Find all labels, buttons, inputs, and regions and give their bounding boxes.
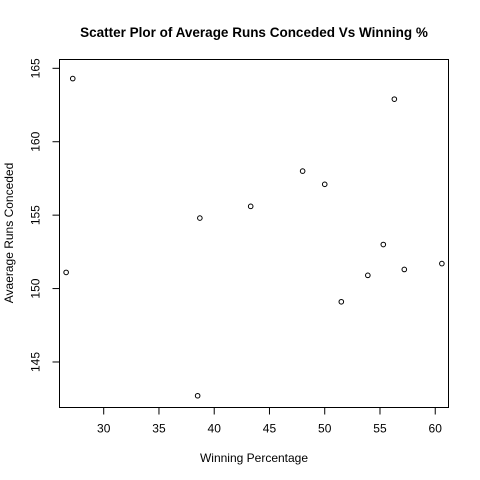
- x-tick-label: 30: [97, 422, 111, 436]
- data-point: [338, 298, 345, 305]
- y-tick-label: 165: [29, 58, 43, 78]
- x-tick-label: 35: [152, 422, 166, 436]
- x-axis-label: Winning Percentage: [200, 451, 308, 465]
- data-point: [197, 215, 203, 221]
- data-point: [365, 272, 371, 279]
- data-point: [380, 241, 387, 248]
- y-tick-label: 160: [29, 131, 43, 151]
- data-point: [247, 203, 254, 210]
- x-tick-label: 50: [318, 422, 332, 436]
- data-point: [401, 266, 408, 273]
- y-tick-label: 150: [29, 278, 43, 298]
- data-point: [299, 168, 306, 174]
- data-point: [321, 181, 328, 188]
- data-points: [63, 75, 445, 399]
- data-point: [194, 392, 201, 399]
- x-tick-label: 45: [263, 422, 277, 436]
- y-axis: 145 150 155 160 165: [29, 58, 60, 372]
- data-point: [63, 269, 69, 276]
- y-tick-label: 145: [29, 352, 43, 372]
- y-tick-label: 155: [29, 205, 43, 225]
- data-point: [391, 96, 398, 102]
- x-tick-label: 60: [429, 422, 443, 436]
- data-point: [439, 260, 445, 267]
- x-tick-label: 40: [208, 422, 222, 436]
- data-point: [69, 75, 76, 82]
- x-axis: 30 35 40 45 50 55 60: [97, 407, 443, 436]
- x-tick-label: 55: [373, 422, 387, 436]
- y-axis-label: Avaerage Runs Conceded: [2, 163, 16, 304]
- chart-title: Scatter Plor of Average Runs Conceded Vs…: [80, 25, 428, 40]
